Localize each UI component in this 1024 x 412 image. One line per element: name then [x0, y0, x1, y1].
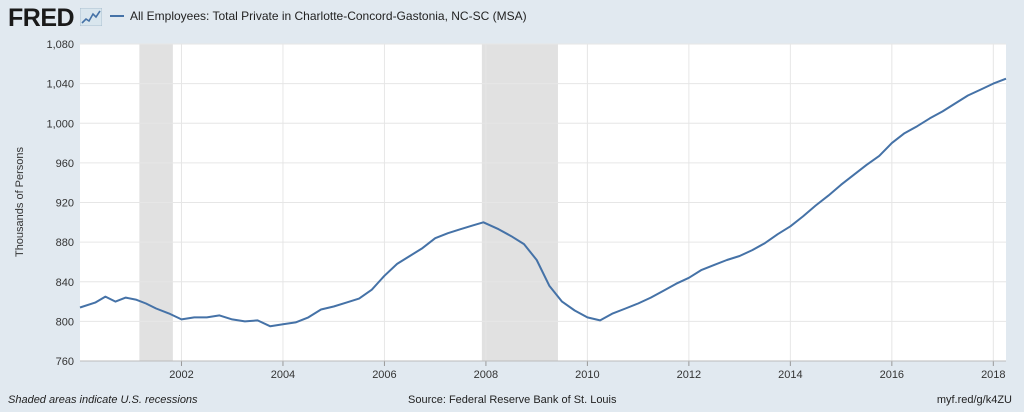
- y-tick-label: 1,000: [46, 118, 74, 130]
- series-layer: [79, 77, 1007, 328]
- x-tick-label: 2008: [474, 369, 498, 381]
- y-tick-label: 1,040: [46, 79, 74, 91]
- recession-note: Shaded areas indicate U.S. recessions: [8, 394, 198, 406]
- fred-graph-icon: [80, 8, 102, 26]
- legend: All Employees: Total Private in Charlott…: [110, 9, 527, 23]
- y-tick-label: 1,080: [46, 39, 74, 51]
- series-line[interactable]: [79, 77, 1007, 328]
- y-tick-label: 760: [56, 356, 74, 368]
- x-tick-label: 2006: [372, 369, 396, 381]
- x-tick-label: 2012: [677, 369, 701, 381]
- x-tick-label: 2004: [271, 369, 295, 381]
- fred-logo[interactable]: FRED: [8, 4, 75, 32]
- x-tick-label: 2002: [169, 369, 193, 381]
- y-tick-label: 800: [56, 316, 74, 328]
- y-tick-label: 960: [56, 158, 74, 170]
- legend-swatch: [110, 15, 124, 17]
- source-note: Source: Federal Reserve Bank of St. Loui…: [408, 394, 617, 406]
- y-tick-label: 920: [56, 198, 74, 210]
- x-tick-label: 2010: [575, 369, 599, 381]
- short-link[interactable]: myf.red/g/k4ZU: [936, 394, 1012, 406]
- x-tick-label: 2018: [981, 369, 1005, 381]
- y-tick-label: 880: [56, 237, 74, 249]
- legend-label: All Employees: Total Private in Charlott…: [130, 9, 527, 23]
- y-tick-label: 840: [56, 277, 74, 289]
- y-axis-ticks: 760 800 840 880 920 960 1,000 1,040 1,080: [46, 39, 74, 368]
- y-axis-title: Thousands of Persons: [14, 146, 26, 257]
- x-tick-label: 2014: [778, 369, 802, 381]
- x-axis-ticks: 2002 2004 2006 2008 2010 2012 2014 2016 2018: [80, 360, 1006, 381]
- x-tick-label: 2016: [880, 369, 904, 381]
- chart-header: FRED All Employees: Total Private in Cha…: [0, 0, 1024, 34]
